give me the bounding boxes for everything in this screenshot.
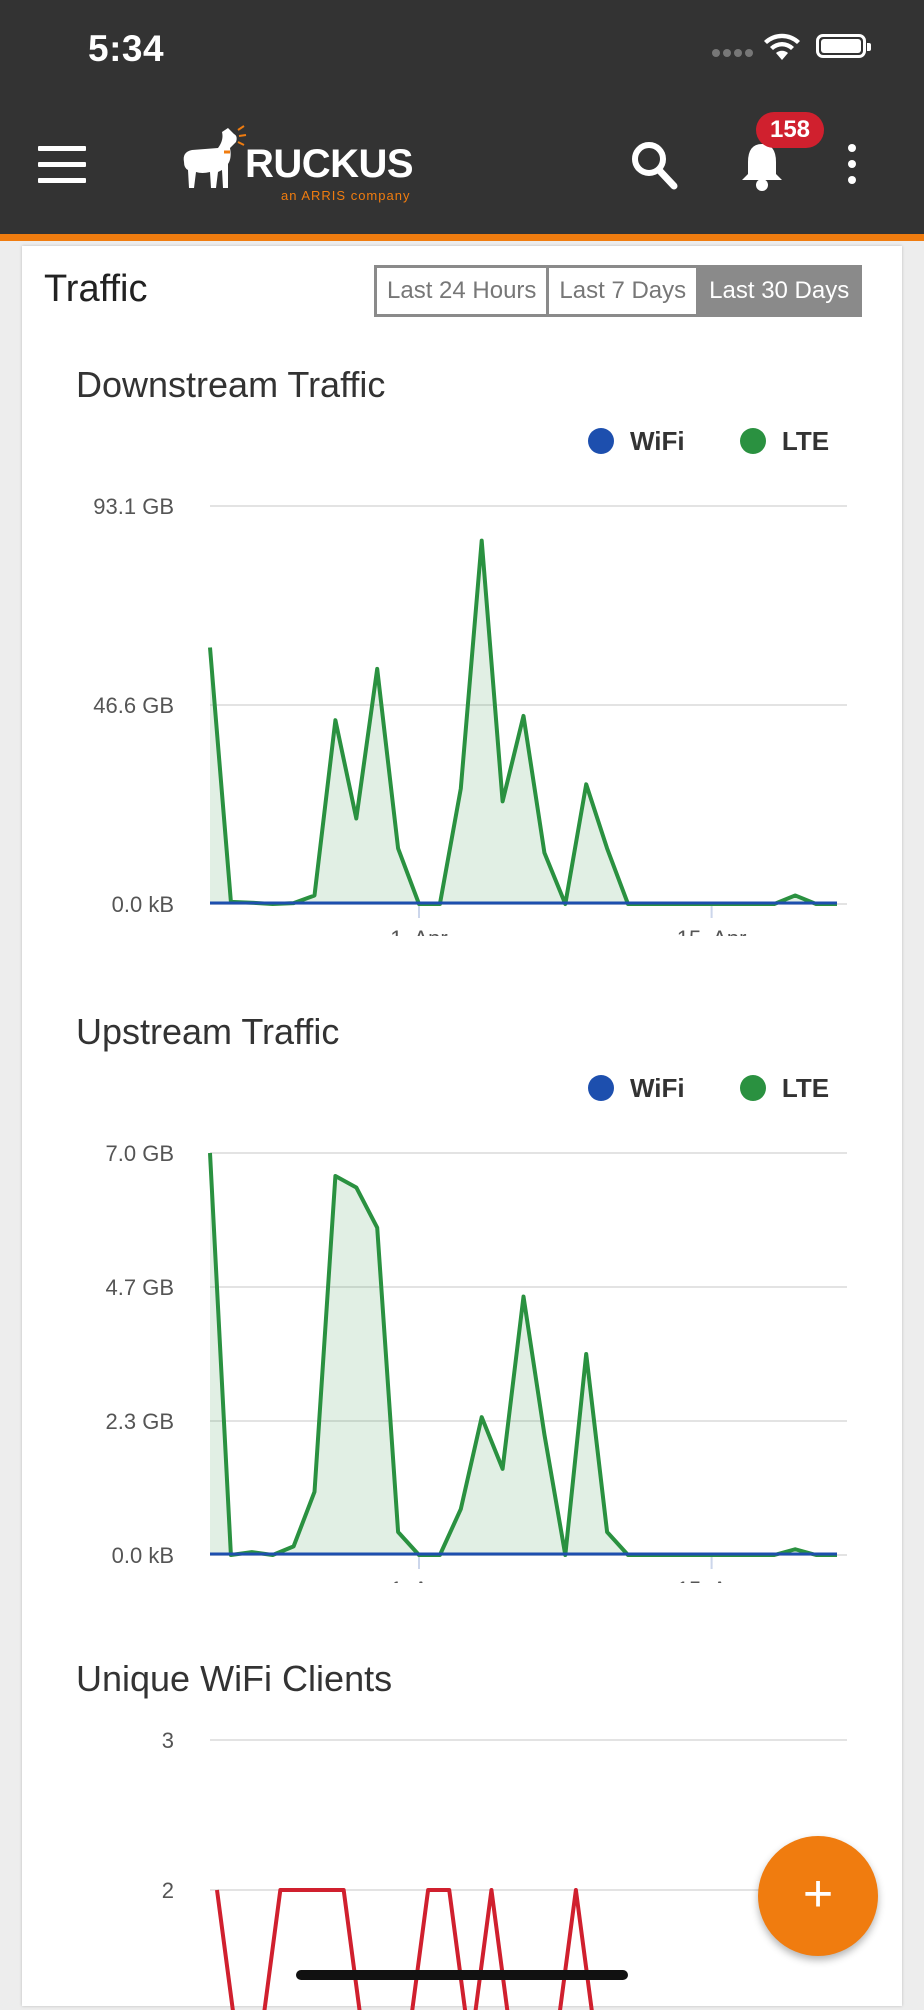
- wifi-icon: [764, 33, 800, 60]
- y-tick-label: 0.0 kB: [112, 1543, 174, 1568]
- logo-subtext: an ARRIS company: [281, 188, 411, 203]
- y-tick-label: 93.1 GB: [93, 494, 174, 519]
- range-24-hours[interactable]: Last 24 Hours: [377, 268, 550, 314]
- lte-legend-dot: [739, 428, 766, 454]
- downstream-chart-title: Downstream Traffic: [76, 364, 386, 405]
- wifi-legend-dot: [588, 1075, 614, 1101]
- more-vert-icon[interactable]: [848, 144, 856, 192]
- menu-icon[interactable]: [38, 146, 86, 186]
- range-7-days[interactable]: Last 7 Days: [549, 268, 700, 314]
- clients-chart-title: Unique WiFi Clients: [76, 1658, 393, 1699]
- status-time: 5:34: [88, 28, 165, 69]
- y-tick-label: 46.6 GB: [93, 693, 174, 718]
- upstream-chart-title: Upstream Traffic: [76, 1011, 340, 1052]
- time-range-selector: Last 24 Hours Last 7 Days Last 30 Days: [374, 265, 863, 317]
- lte-area: [210, 1153, 837, 1555]
- dog-logo-icon: [183, 125, 247, 188]
- legend-label-wifi: WiFi: [630, 1073, 685, 1103]
- range-30-days[interactable]: Last 30 Days: [699, 268, 860, 314]
- x-tick-label: 1. Apr: [390, 926, 447, 936]
- upstream-legend: WiFi LTE: [540, 1073, 829, 1104]
- legend-label-wifi: WiFi: [630, 426, 685, 456]
- x-tick-label: 15. Apr: [677, 1577, 747, 1583]
- y-tick-label: 0.0 kB: [112, 892, 174, 917]
- y-tick-label: 7.0 GB: [106, 1141, 174, 1166]
- x-tick-label: 15. Apr: [677, 926, 747, 936]
- downstream-chart: 0.0 kB 46.6 GB 93.1 GB 1. Apr 15. Apr: [93, 494, 847, 936]
- legend-item-lte[interactable]: LTE: [739, 1073, 830, 1104]
- battery-icon: [816, 34, 871, 58]
- legend-label-lte: LTE: [781, 1073, 830, 1103]
- y-tick-label: 2: [162, 1878, 174, 1903]
- y-tick-label: 2.3 GB: [106, 1409, 174, 1434]
- status-bar: 5:34: [0, 0, 924, 100]
- lte-legend-dot: [739, 1075, 766, 1101]
- legend-item-lte[interactable]: LTE: [739, 426, 830, 457]
- wifi-legend-dot: [588, 428, 614, 454]
- y-tick-label: 4.7 GB: [106, 1275, 174, 1300]
- app-bar: RUCKUS an ARRIS company 158: [0, 100, 924, 241]
- cellular-signal-icon: [712, 44, 756, 62]
- search-icon[interactable]: [630, 140, 678, 190]
- logo-text: RUCKUS: [245, 142, 414, 186]
- legend-label-lte: LTE: [781, 426, 830, 456]
- x-tick-label: 1. Apr: [390, 1577, 447, 1583]
- clients-series-line: [215, 1888, 594, 2010]
- clients-chart: 32: [162, 1728, 847, 2010]
- ruckus-logo: RUCKUS an ARRIS company: [178, 122, 418, 212]
- notification-badge: 158: [756, 112, 824, 148]
- y-tick-label: 3: [162, 1728, 174, 1753]
- legend-item-wifi[interactable]: WiFi: [588, 426, 685, 457]
- downstream-legend: WiFi LTE: [540, 426, 829, 457]
- add-fab-button[interactable]: +: [758, 1836, 878, 1956]
- legend-item-wifi[interactable]: WiFi: [588, 1073, 685, 1104]
- upstream-chart: 0.0 kB 2.3 GB 4.7 GB 7.0 GB 1. Apr 15. Apr: [106, 1141, 847, 1583]
- card-title: Traffic: [44, 268, 148, 310]
- traffic-card: Traffic Last 24 Hours Last 7 Days Last 3…: [22, 246, 902, 2010]
- home-indicator: [296, 1970, 628, 1980]
- bell-icon[interactable]: [740, 140, 784, 192]
